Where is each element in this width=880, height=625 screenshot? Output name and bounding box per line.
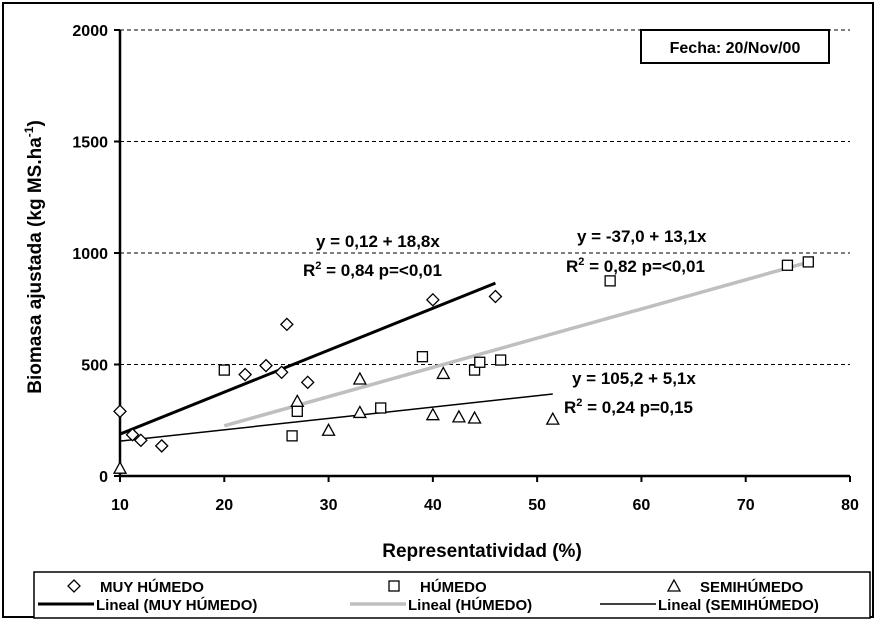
legend-label-semihumedo: SEMIHÚMEDO — [700, 578, 804, 596]
y-axis-label: Biomasa ajustada (kg MS.ha-1) — [22, 120, 46, 394]
r2-muy-humedo-sup: 2 — [315, 260, 321, 272]
date-box-border — [640, 29, 830, 64]
r2-muy-humedo-prefix: R — [303, 261, 315, 280]
point-muy-humedo-6 — [274, 365, 289, 380]
date-box-text: Fecha: 20/Nov/00 — [670, 40, 801, 57]
point-humedo-0 — [218, 364, 230, 376]
y-axis-label-main: Biomasa ajustada (kg MS.ha — [25, 137, 46, 394]
r2-humedo-prefix: R — [566, 257, 578, 276]
equation-muy-humedo-text: y = 0,12 + 18,8x — [316, 232, 440, 251]
r2-semihumedo-prefix: R — [564, 398, 576, 417]
point-muy-humedo-9 — [425, 292, 440, 307]
legend-marker-muy-humedo — [67, 579, 81, 593]
r2-semihumedo-rest: = 0,24 p=0,15 — [582, 398, 693, 417]
point-muy-humedo-7 — [279, 317, 294, 332]
point-semihumedo-2 — [321, 422, 336, 436]
point-muy-humedo-4 — [238, 367, 253, 382]
y-tick-label-500: 500 — [81, 358, 108, 375]
point-humedo-10 — [802, 256, 814, 268]
point-muy-humedo-0 — [113, 404, 127, 419]
legend-label-muy-humedo: MUY HÚMEDO — [100, 578, 204, 596]
point-semihumedo-1 — [290, 393, 305, 407]
point-humedo-2 — [291, 405, 303, 417]
legend-border — [33, 571, 871, 619]
point-semihumedo-8 — [467, 410, 482, 424]
point-muy-humedo-10 — [488, 289, 503, 304]
chart-svg: 0 500 1000 1500 2000 10 20 30 40 50 60 70 80 Biomasa… — [22, 23, 871, 619]
equation-muy-humedo: y = 0,12 + 18,8x R2 = 0,84 p=<0,01 — [303, 232, 442, 280]
point-semihumedo-7 — [451, 409, 467, 423]
y-axis-label-close: ) — [25, 120, 46, 126]
y-tick-label-1500: 1500 — [72, 135, 108, 152]
point-muy-humedo-5 — [259, 358, 273, 373]
gridlines — [120, 29, 850, 365]
legend-marker-semihumedo — [666, 578, 682, 592]
y-tick-label-2000: 2000 — [72, 23, 108, 40]
point-muy-humedo-8 — [300, 375, 315, 390]
axes — [114, 29, 851, 482]
legend-fit-label-humedo: Lineal (HÚMEDO) — [408, 596, 532, 614]
chart-frame: 0 500 1000 1500 2000 10 20 30 40 50 60 70 80 Biomasa… — [2, 2, 874, 619]
point-semihumedo-6 — [436, 366, 451, 380]
point-humedo-7 — [494, 354, 507, 366]
x-tick-label-80: 80 — [841, 497, 859, 514]
point-semihumedo-5 — [425, 407, 440, 421]
point-muy-humedo-3 — [154, 438, 169, 453]
x-tick-label-30: 30 — [320, 497, 338, 514]
point-humedo-4 — [416, 351, 429, 363]
tick-labels: 0 500 1000 1500 2000 10 20 30 40 50 60 70 80 — [72, 23, 859, 514]
x-tick-label-10: 10 — [111, 497, 129, 514]
point-muy-humedo-2 — [133, 433, 148, 448]
fit-lines — [119, 260, 809, 442]
equation-humedo-text: y = -37,0 + 13,1x — [577, 227, 707, 246]
r2-muy-humedo-rest: = 0,84 p=<0,01 — [321, 261, 442, 280]
x-tick-label-50: 50 — [528, 497, 546, 514]
y-axis-label-superscript: -1 — [22, 126, 36, 137]
date-box: Fecha: 20/Nov/00 — [640, 29, 830, 64]
point-semihumedo-3 — [352, 405, 367, 419]
r2-humedo-sup: 2 — [578, 256, 584, 268]
point-semihumedo-0 — [112, 460, 128, 474]
r2-muy-humedo: R2 = 0,84 p=<0,01 — [303, 260, 442, 280]
y-tick-label-1000: 1000 — [72, 246, 108, 263]
fit-line-humedo — [223, 260, 809, 428]
x-axis-label: Representatividad (%) — [382, 541, 582, 562]
point-humedo-3 — [375, 402, 387, 414]
fit-line-muy-humedo — [119, 281, 496, 436]
legend-label-humedo: HÚMEDO — [420, 578, 487, 596]
r2-semihumedo-sup: 2 — [576, 397, 582, 409]
point-muy-humedo-1 — [125, 427, 140, 442]
point-humedo-9 — [781, 259, 794, 271]
x-tick-label-20: 20 — [215, 497, 233, 514]
x-tick-label-70: 70 — [737, 497, 755, 514]
r2-semihumedo: R2 = 0,24 p=0,15 — [564, 397, 693, 417]
legend-fit-label-muy-humedo: Lineal (MUY HÚMEDO) — [96, 596, 257, 614]
equation-semihumedo-text: y = 105,2 + 5,1x — [572, 369, 696, 388]
point-semihumedo-9 — [545, 411, 560, 425]
equation-semihumedo: y = 105,2 + 5,1x R2 = 0,24 p=0,15 — [564, 369, 696, 417]
legend-fit-label-semihumedo: Lineal (SEMIHÚMEDO) — [658, 596, 819, 614]
y-tick-label-0: 0 — [99, 469, 108, 486]
x-tick-label-40: 40 — [424, 497, 442, 514]
x-tick-label-60: 60 — [633, 497, 651, 514]
point-humedo-8 — [604, 275, 616, 287]
fit-line-semihumedo — [119, 393, 553, 442]
r2-humedo-rest: = 0,82 p=<0,01 — [584, 257, 705, 276]
point-humedo-6 — [474, 356, 486, 368]
data-points — [112, 256, 814, 474]
point-semihumedo-4 — [352, 371, 367, 385]
legend-marker-humedo — [388, 580, 400, 592]
r2-humedo: R2 = 0,82 p=<0,01 — [566, 256, 705, 276]
equation-humedo: y = -37,0 + 13,1x R2 = 0,82 p=<0,01 — [566, 227, 707, 276]
point-humedo-1 — [286, 430, 298, 442]
